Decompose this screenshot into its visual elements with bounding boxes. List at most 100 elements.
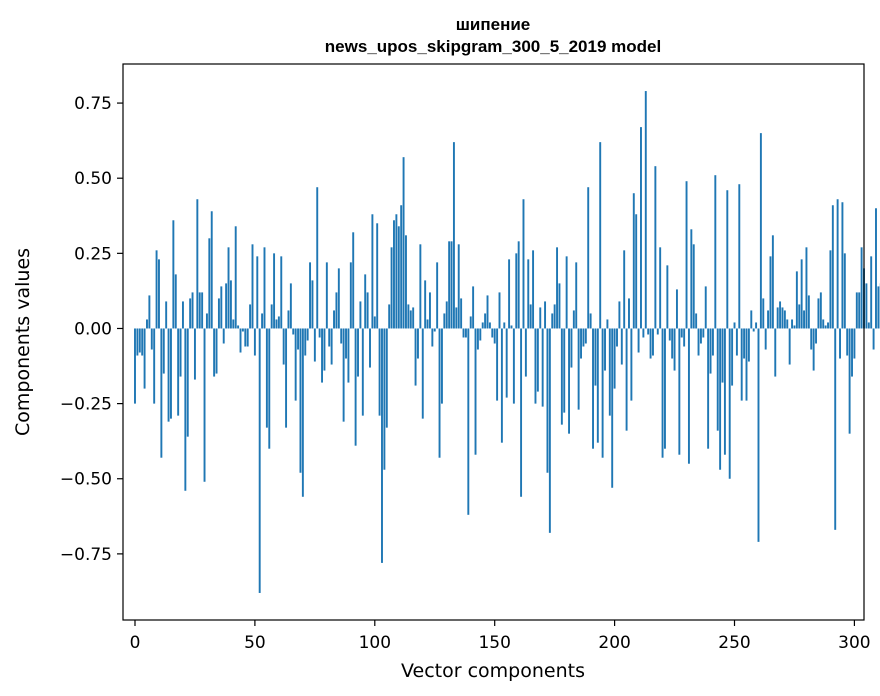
bar — [138, 328, 141, 353]
bar — [249, 304, 252, 329]
bar — [239, 328, 242, 353]
bar — [810, 328, 813, 350]
bar — [261, 313, 264, 329]
bar — [556, 247, 559, 329]
bar — [855, 292, 858, 329]
bar — [400, 205, 403, 329]
bar — [587, 187, 590, 329]
bar — [426, 319, 429, 329]
bar — [563, 328, 566, 413]
bar — [143, 328, 146, 389]
bar — [620, 328, 623, 365]
bar — [611, 328, 614, 488]
bar — [246, 328, 249, 347]
bar — [496, 328, 499, 401]
bar — [311, 280, 314, 329]
bar — [208, 238, 211, 329]
bar — [767, 310, 770, 329]
bar — [263, 247, 266, 329]
bar — [642, 328, 645, 338]
bar — [546, 328, 549, 473]
bar — [719, 328, 722, 470]
bar — [750, 310, 753, 329]
bar — [738, 184, 741, 329]
bar — [515, 253, 518, 329]
bar — [282, 328, 285, 365]
bar — [584, 328, 587, 344]
bar — [385, 328, 388, 428]
bar — [313, 328, 316, 362]
bar — [757, 328, 760, 542]
bar — [723, 328, 726, 455]
bar — [369, 328, 371, 368]
bar — [793, 325, 796, 329]
bar — [462, 328, 465, 338]
bar — [824, 325, 827, 329]
bar — [388, 304, 391, 329]
bar — [371, 214, 374, 329]
bar — [150, 328, 153, 350]
bar — [755, 322, 758, 329]
bar — [292, 328, 295, 335]
bar — [613, 328, 616, 389]
bar — [851, 328, 853, 377]
bar — [827, 322, 829, 329]
bar — [488, 322, 491, 329]
bar — [253, 328, 256, 356]
bar — [781, 307, 784, 329]
bar — [395, 214, 398, 329]
bar — [575, 262, 578, 329]
bar — [177, 328, 180, 416]
bar — [544, 301, 547, 329]
bar — [858, 292, 861, 329]
bar — [472, 286, 475, 329]
bar — [699, 328, 702, 344]
bar — [213, 328, 216, 377]
x-axis-ticks: 0 50 100 150 200 250 300 — [130, 620, 871, 653]
bar — [424, 280, 427, 329]
bar — [412, 307, 415, 329]
bar — [707, 328, 710, 449]
bar — [309, 262, 312, 329]
bar — [800, 259, 803, 329]
bar — [189, 298, 192, 329]
bar — [431, 328, 434, 347]
bar — [172, 220, 175, 329]
bar — [836, 199, 839, 329]
bar — [378, 328, 381, 416]
bar — [503, 322, 506, 329]
bar — [860, 247, 863, 329]
bar — [342, 328, 345, 422]
bar — [414, 328, 417, 386]
bar — [428, 292, 431, 329]
y-tick-label: −0.75 — [60, 545, 112, 565]
bar — [241, 328, 244, 332]
bar — [251, 244, 254, 329]
bar — [524, 328, 527, 377]
bar — [791, 319, 794, 329]
bar — [709, 328, 712, 374]
bar — [301, 328, 304, 497]
y-axis-ticks: −0.75 −0.50 −0.25 0.00 0.25 0.50 0.75 — [60, 94, 123, 565]
bar — [294, 328, 297, 401]
bar — [798, 304, 801, 329]
bar — [464, 328, 467, 338]
bar — [661, 328, 664, 458]
bar — [198, 292, 201, 329]
bar — [275, 319, 278, 329]
bar — [558, 283, 561, 329]
bar — [393, 220, 395, 329]
bar — [229, 280, 232, 329]
bar — [397, 226, 400, 329]
bar — [752, 328, 755, 332]
bar — [390, 247, 393, 329]
bar — [726, 190, 729, 329]
bar — [448, 241, 451, 329]
bar — [582, 328, 585, 347]
bar — [479, 328, 482, 341]
bar — [280, 256, 283, 329]
bar — [325, 262, 328, 329]
bar — [769, 256, 772, 329]
y-tick-label: 0.00 — [74, 319, 112, 339]
bar — [728, 328, 731, 479]
